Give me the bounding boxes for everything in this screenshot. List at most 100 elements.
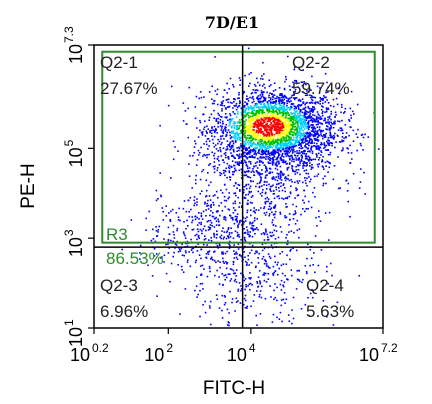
event-dot: [213, 168, 216, 170]
event-dot: [210, 222, 213, 224]
event-dot: [272, 113, 274, 115]
event-dot: [258, 293, 261, 296]
event-dot: [320, 109, 323, 111]
event-dot: [271, 171, 274, 174]
event-dot: [212, 165, 215, 168]
event-dot: [228, 209, 231, 211]
event-dot: [193, 199, 195, 202]
event-dot: [249, 106, 251, 109]
event-dot: [200, 221, 202, 224]
event-dot: [252, 168, 254, 170]
event-dot: [283, 123, 285, 126]
event-dot: [262, 255, 265, 258]
event-dot: [205, 189, 208, 192]
event-dot: [193, 196, 196, 198]
event-dot: [228, 196, 230, 199]
event-dot: [245, 285, 247, 288]
event-dot: [257, 106, 259, 109]
event-dot: [304, 106, 307, 109]
event-dot: [188, 175, 191, 177]
event-dot: [265, 126, 267, 128]
event-dot: [274, 140, 276, 143]
event-dot: [245, 284, 247, 286]
event-dot: [281, 173, 284, 175]
event-dot: [238, 155, 240, 157]
event-dot: [233, 185, 235, 187]
event-dot: [295, 249, 298, 252]
event-dot: [284, 116, 287, 119]
event-dot: [194, 234, 197, 237]
event-dot: [266, 107, 268, 110]
event-dot: [274, 210, 277, 213]
event-dot: [303, 120, 306, 122]
event-dot: [272, 96, 274, 98]
event-dot: [265, 131, 268, 134]
event-dot: [237, 113, 239, 115]
event-dot: [287, 120, 289, 122]
event-dot: [234, 161, 237, 164]
event-dot: [286, 100, 288, 102]
event-dot: [313, 134, 315, 136]
event-dot: [261, 145, 263, 147]
event-dot: [337, 187, 340, 190]
event-dot: [360, 134, 363, 136]
event-dot: [262, 122, 264, 125]
event-dot: [315, 153, 318, 155]
event-dot: [251, 156, 254, 159]
event-dot: [197, 234, 200, 237]
event-dot: [308, 132, 310, 134]
event-dot: [243, 132, 246, 135]
event-dot: [265, 142, 267, 144]
event-dot: [267, 120, 269, 123]
event-dot: [240, 177, 243, 179]
event-dot: [230, 127, 233, 129]
event-dot: [248, 116, 250, 119]
event-dot: [244, 217, 247, 220]
event-dot: [174, 243, 177, 245]
event-dot: [226, 250, 228, 253]
event-dot: [268, 255, 271, 258]
event-dot: [238, 147, 241, 150]
event-dot: [252, 116, 255, 119]
event-dot: [236, 137, 239, 140]
event-dot: [240, 272, 242, 275]
event-dot: [217, 218, 219, 221]
event-dot: [302, 141, 304, 144]
event-dot: [308, 133, 311, 136]
event-dot: [331, 123, 333, 125]
event-dot: [232, 146, 234, 148]
event-dot: [269, 123, 272, 126]
event-dot: [283, 129, 286, 132]
event-dot: [271, 221, 273, 224]
event-dot: [350, 114, 352, 117]
event-dot: [301, 281, 303, 284]
event-dot: [290, 96, 293, 99]
event-dot: [300, 127, 303, 129]
event-dot: [248, 277, 250, 279]
event-dot: [232, 142, 235, 145]
event-dot: [269, 97, 272, 99]
event-dot: [276, 179, 279, 182]
event-dot: [233, 192, 235, 195]
event-dot: [173, 237, 176, 239]
event-dot: [243, 276, 245, 278]
event-dot: [262, 189, 264, 191]
event-dot: [295, 187, 297, 189]
event-dot: [256, 250, 258, 253]
event-dot: [247, 152, 250, 155]
event-dot: [280, 159, 283, 162]
event-dot: [309, 88, 311, 91]
event-dot: [265, 165, 267, 168]
event-dot: [306, 140, 309, 142]
event-dot: [293, 105, 296, 107]
event-dot: [271, 211, 273, 214]
event-dot: [316, 225, 318, 227]
event-dot: [305, 208, 308, 210]
event-dot: [255, 165, 257, 167]
event-dot: [291, 134, 294, 137]
event-dot: [263, 145, 265, 148]
event-dot: [288, 146, 291, 148]
event-dot: [265, 265, 268, 267]
event-dot: [268, 116, 271, 119]
event-dot: [277, 143, 280, 146]
